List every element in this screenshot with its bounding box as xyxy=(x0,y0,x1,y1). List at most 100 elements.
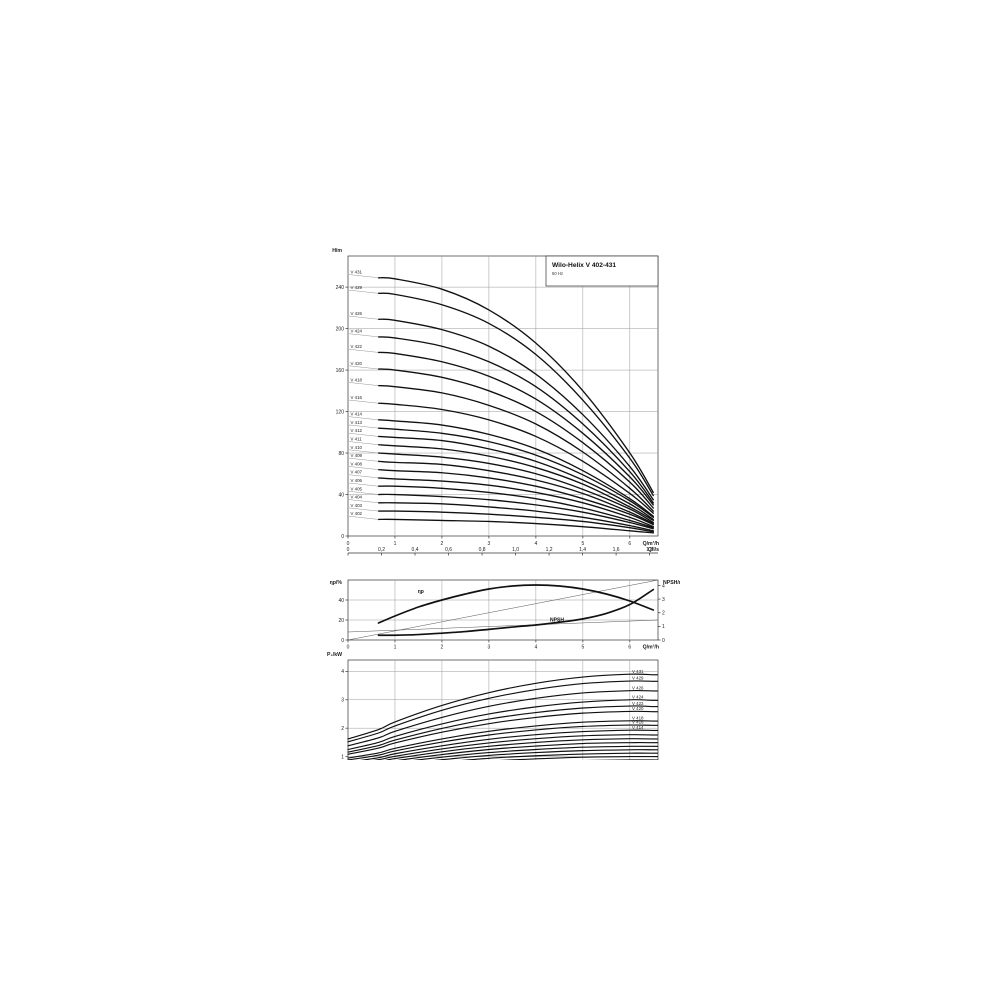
eff-x-axis-label: Q/m³/h xyxy=(643,645,659,651)
x-tick-label: 4 xyxy=(534,645,537,651)
y-tick-label-right: 0 xyxy=(662,638,665,644)
power-curve xyxy=(384,738,654,760)
power-curve xyxy=(372,734,654,760)
x-tick-label-secondary: 1,2 xyxy=(546,547,553,553)
y-tick-label: 4 xyxy=(341,669,344,675)
curve-leader-line xyxy=(348,382,379,386)
curve-leader-line xyxy=(348,499,379,504)
curve-leader-line xyxy=(348,457,379,462)
curve-leader-line xyxy=(348,416,379,421)
curve-leader-line xyxy=(348,474,379,479)
power-curve xyxy=(412,745,654,760)
head-curve xyxy=(377,435,654,521)
head-panel: V 431 V 429 V 426 V 424 V 422 V 420 V 418 V 416… xyxy=(332,248,659,556)
power-curve-label-v429: V 429 xyxy=(632,676,644,681)
curve-label-v413: V 413 xyxy=(351,420,363,425)
y-tick-label: 80 xyxy=(338,451,344,457)
x-tick-label: 1 xyxy=(394,541,397,547)
curve-label-v408: V 408 xyxy=(351,461,363,466)
x-tick-label: 0 xyxy=(347,645,350,651)
power-curve xyxy=(396,742,654,760)
y-tick-label: 2 xyxy=(341,726,344,732)
head-curve xyxy=(377,444,654,522)
x-tick-label: 3 xyxy=(488,645,491,651)
y-tick-label: 120 xyxy=(336,409,345,415)
eff-reference-lines xyxy=(347,579,659,641)
curve-leader-line xyxy=(348,433,379,437)
y-tick-label-right: 2 xyxy=(662,611,665,617)
power-curve xyxy=(433,749,654,760)
curve-leader-line xyxy=(348,399,379,404)
head-curve xyxy=(377,351,654,506)
power-curve-label-v431: V 431 xyxy=(632,669,644,674)
head-curve xyxy=(377,468,654,526)
x-tick-label-secondary: 0,2 xyxy=(378,547,385,553)
head-curve xyxy=(377,336,654,504)
power-curve xyxy=(347,724,654,760)
power-curve xyxy=(347,710,654,755)
eff-curves xyxy=(377,584,655,637)
head-curve xyxy=(377,402,654,514)
x-tick-label: 0 xyxy=(347,541,350,547)
curve-leader-line xyxy=(348,315,379,320)
power-curves xyxy=(347,673,658,760)
head-curve xyxy=(377,427,654,519)
power-curve-label-v414: V 414 xyxy=(632,725,644,730)
curve-label-v426: V 426 xyxy=(351,311,363,316)
curve-leader-line xyxy=(348,365,379,370)
y-tick-label: 160 xyxy=(336,368,345,374)
x-tick-label: 5 xyxy=(581,645,584,651)
eff-y-axis-left: ηp/% 0 20 40 xyxy=(330,580,348,644)
eff-y-axis-right: NPSH/m 0 1 2 3 4 xyxy=(658,580,680,644)
eff-y-axis-label-right: NPSH/m xyxy=(663,580,680,586)
power-curve xyxy=(347,673,654,740)
power-curve xyxy=(359,729,654,760)
curve-label-v418: V 418 xyxy=(351,377,363,382)
curve-label-v407: V 407 xyxy=(351,470,363,475)
curve-npsh xyxy=(377,588,655,637)
head-x-axis-ls: 0 0,2 0,4 0,6 0,8 1,0 1,2 1,4 1,6 1,8Q/l/s xyxy=(347,547,659,556)
x-tick-label: 6 xyxy=(628,645,631,651)
reference-line xyxy=(347,619,659,633)
curve-leader-line xyxy=(348,424,379,429)
x-tick-label-secondary: 1,0 xyxy=(512,547,519,553)
curve-label-v431: V 431 xyxy=(351,270,363,275)
head-x-axis-label-bottom: Q/l/s xyxy=(648,547,659,553)
title-box-frame xyxy=(545,255,659,287)
y-tick-label: 0 xyxy=(341,534,344,540)
head-curve xyxy=(377,460,654,525)
power-curve xyxy=(347,720,654,759)
head-y-axis-label: H/m xyxy=(332,248,342,254)
chart-subtitle: 50 Hz xyxy=(552,271,563,276)
head-curve xyxy=(377,493,654,530)
curve-label-v412: V 412 xyxy=(351,428,363,433)
y-tick-label: 240 xyxy=(336,285,345,291)
y-tick-label-left: 40 xyxy=(338,598,344,604)
y-tick-label: 3 xyxy=(341,698,344,704)
head-curve xyxy=(377,485,654,529)
curve-label-v429: V 429 xyxy=(351,285,363,290)
curve-leader-line xyxy=(348,274,379,279)
npsh-curve-label: NPSH xyxy=(550,618,564,624)
power-gridlines xyxy=(348,660,658,760)
curve-leader-line xyxy=(348,333,379,338)
x-tick-label: 5 xyxy=(581,541,584,547)
power-curve xyxy=(498,755,654,760)
y-tick-label-left: 20 xyxy=(338,618,344,624)
curve-label-v406: V 406 xyxy=(351,478,363,483)
pump-curve-figure: V 431 V 429 V 426 V 424 V 422 V 420 V 418 V 416… xyxy=(300,240,680,760)
head-curve-labels: V 431 V 429 V 426 V 424 V 422 V 420 V 418 V 416… xyxy=(351,270,363,517)
y-tick-label: 200 xyxy=(336,326,345,332)
power-curve xyxy=(347,699,654,751)
x-tick-label-secondary: 1,4 xyxy=(579,547,586,553)
curve-leader-line xyxy=(348,289,379,294)
x-tick-label: 2 xyxy=(441,645,444,651)
chart-title: Wilo-Helix V 402-431 xyxy=(552,262,616,269)
curve-label-v416: V 416 xyxy=(351,395,363,400)
curve-efficiency xyxy=(377,584,655,624)
x-tick-label: 2 xyxy=(441,541,444,547)
head-curves xyxy=(348,274,654,534)
